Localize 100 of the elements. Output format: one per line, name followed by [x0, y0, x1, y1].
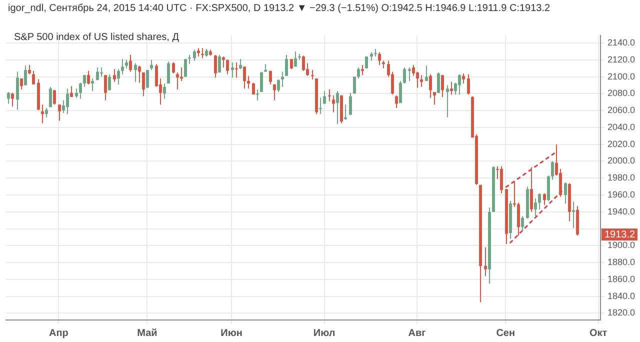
candlestick	[564, 182, 567, 204]
candlestick	[121, 58, 124, 75]
candlestick	[357, 66, 360, 79]
y-tick-label: 1820.0	[607, 308, 636, 318]
candlestick	[53, 90, 56, 106]
candlestick	[446, 84, 449, 118]
candlestick	[11, 92, 14, 107]
candlestick	[142, 72, 145, 97]
y-tick-label: 2060.0	[607, 105, 636, 116]
candlestick	[395, 94, 398, 109]
candlestick	[104, 74, 107, 101]
candlestick	[323, 90, 326, 104]
candlestick	[180, 66, 183, 82]
candlestick	[214, 54, 217, 78]
y-tick-label: 1940.0	[607, 206, 636, 216]
candlestick	[79, 82, 82, 100]
candlestick	[408, 66, 411, 82]
y-tick-label: 1860.0	[607, 274, 636, 284]
candlestick	[117, 68, 120, 85]
candlestick	[277, 78, 280, 92]
candlestick	[226, 59, 229, 75]
y-tick-label: 1880.0	[607, 257, 636, 268]
candlestick	[433, 91, 436, 106]
candlestick	[41, 104, 44, 124]
x-tick-label: Окт	[590, 328, 608, 339]
y-tick-label: 1980.0	[607, 172, 636, 183]
candlestick	[176, 72, 179, 90]
candlestick	[100, 66, 103, 78]
y-tick-label: 2040.0	[607, 122, 636, 132]
candlestick	[344, 104, 347, 120]
candlestick	[467, 74, 470, 96]
y-tick-label: 1960.0	[607, 189, 636, 200]
x-tick-label: Сен	[496, 328, 516, 339]
candlestick	[193, 49, 196, 62]
candlestick	[332, 94, 335, 113]
candlestick	[441, 74, 444, 98]
x-tick-label: Июн	[220, 328, 242, 339]
y-tick-label: 2140.0	[607, 37, 636, 48]
candlestick	[188, 54, 191, 65]
candlestick	[403, 66, 406, 84]
candlestick	[290, 58, 293, 70]
candlestick	[450, 81, 453, 96]
candlestick	[437, 72, 440, 94]
candlestick	[260, 71, 263, 92]
candlestick	[83, 74, 86, 88]
candlestick	[484, 246, 487, 277]
y-tick-label: 2080.0	[607, 88, 636, 98]
candlestick	[87, 70, 90, 85]
candlestick	[319, 97, 322, 114]
candlestick	[281, 71, 284, 88]
candlestick	[462, 72, 465, 84]
candlestick	[113, 68, 116, 82]
candlestick	[239, 58, 242, 70]
candlestick	[294, 50, 297, 68]
chart-subtitle: igor_ndl, Сентябрь 24, 2015 14:40 UTC · FX:SPX500, D 1913.2 ▼ −29.3 (−1.51%) O:1942.5 H:1946.9 L:1911.9 C:1913.2	[7, 2, 552, 16]
candlestick	[58, 104, 61, 122]
chart-title: S&P 500 index of US listed shares, Д	[14, 32, 180, 43]
candlestick	[235, 62, 238, 78]
candlestick	[349, 92, 352, 116]
x-tick-label: Июл	[313, 328, 336, 339]
y-tick-label: 1900.0	[607, 240, 636, 250]
x-tick-label: Май	[137, 328, 158, 339]
y-tick-label: 2100.0	[607, 71, 636, 82]
candlestick	[45, 108, 48, 118]
candlestick	[513, 181, 516, 208]
candlestick	[302, 55, 305, 72]
candlestick	[521, 216, 524, 231]
candlestick	[218, 54, 221, 74]
candlestick	[28, 64, 31, 75]
candlestick	[543, 192, 546, 206]
candlestick	[129, 54, 132, 72]
candlestick	[134, 62, 137, 82]
candlestick	[16, 71, 19, 110]
y-tick-label: 2000.0	[607, 156, 636, 166]
candlestick	[167, 61, 170, 84]
candlestick	[96, 66, 99, 81]
candlestick	[429, 74, 432, 98]
candlestick	[538, 192, 541, 210]
candlestick	[172, 62, 175, 74]
candlestick	[150, 59, 153, 71]
candlestick	[285, 54, 288, 76]
candlestick	[49, 86, 52, 108]
candlestick	[399, 80, 402, 104]
x-tick-label: Апр	[49, 328, 68, 339]
candlestick	[425, 65, 428, 82]
candlestick	[269, 70, 272, 85]
candlestick	[517, 202, 520, 236]
candlestick	[138, 65, 141, 84]
candlestick	[256, 88, 259, 101]
y-tick-label: 2120.0	[607, 54, 636, 64]
candlestick	[336, 90, 339, 125]
candlestick	[420, 74, 423, 88]
candlestick	[66, 88, 69, 114]
candlestick	[163, 83, 166, 100]
candlestick	[361, 64, 364, 76]
candlestick	[500, 166, 503, 194]
candlestick	[231, 62, 234, 78]
candlestick	[91, 78, 94, 92]
candlestick	[24, 65, 27, 86]
candlestick	[328, 88, 331, 102]
